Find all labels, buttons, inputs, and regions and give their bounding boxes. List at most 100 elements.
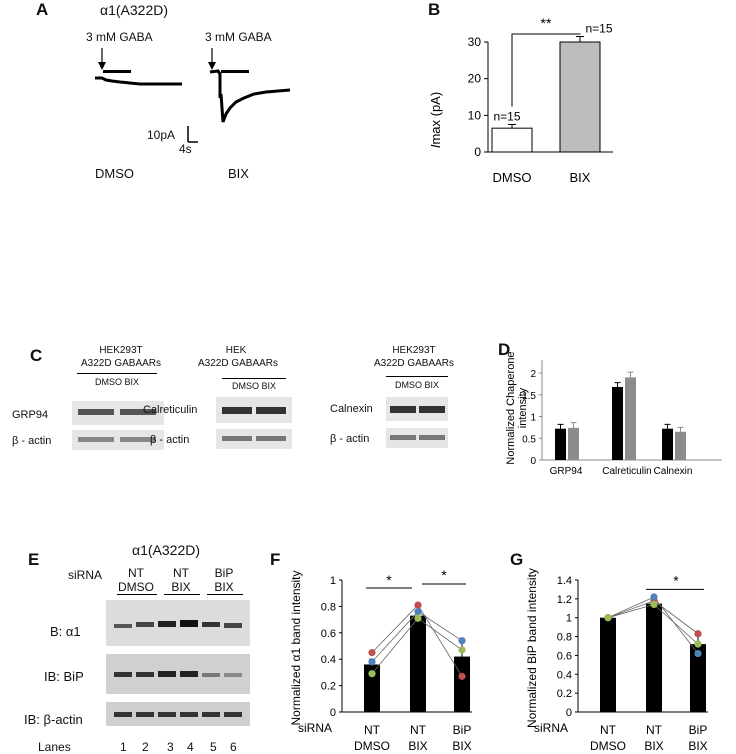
blot2-loading-label: β - actin (150, 434, 190, 446)
chart-d-ylabel-2: intensity (517, 387, 529, 428)
chart-d-bar (675, 431, 686, 460)
chart-g-x-prefix: siRNA (534, 721, 568, 735)
blot2-band-1 (222, 407, 252, 414)
blot2-band-4 (256, 436, 286, 441)
cond-bix-label: BIX (228, 166, 249, 181)
chart-d-bar (568, 427, 579, 460)
blot1-band-1 (78, 409, 114, 415)
chart-b-ytick-label: 30 (468, 35, 482, 49)
chart-f-category-top: BiP (453, 723, 472, 737)
chart-f-ytick-label: 0.2 (321, 681, 336, 693)
blot3-protein-label: Calnexin (330, 403, 373, 415)
panel-g-letter: G (510, 550, 524, 569)
chart-f-sig-star: * (386, 572, 392, 588)
chart-b-ylabel: Imax (pA) (430, 92, 443, 148)
group2-underline (164, 594, 200, 595)
scale-current-label: 10pA (147, 128, 176, 142)
chart-f-data-point (458, 646, 466, 654)
chart-g-ytick-label: 0 (566, 707, 572, 719)
chart-g-ytick-label: 1.4 (557, 575, 572, 587)
chart-g: Normalized BiP band intensity 0 0.2 0.4 0.6 0… (525, 568, 708, 753)
chart-b-bar (491, 127, 533, 153)
blot2-lanes: DMSO BIX (231, 381, 276, 391)
chart-d-category-label: Calreticulin (602, 466, 651, 477)
chart-g-ytick-label: 0.8 (557, 632, 572, 644)
panel-c-letter: C (30, 346, 43, 365)
chart-d-category-label: Calnexin (654, 466, 693, 477)
chart-d-bar (612, 386, 623, 460)
chart-f-bar (410, 615, 426, 712)
chart-f-data-point (368, 649, 376, 657)
chart-f-data-point (414, 614, 422, 622)
blot1-loading-label: β - actin (12, 435, 52, 447)
lane-5: 5 (210, 740, 217, 754)
chart-f-ytick-label: 1 (330, 575, 336, 587)
chart-g-category-bottom: BIX (688, 739, 707, 753)
chart-g-ytick-label: 0.4 (557, 669, 572, 681)
lanes-label: Lanes (38, 740, 71, 754)
blot2-lower-image (216, 429, 292, 449)
blot-e-bands (114, 620, 242, 717)
chart-b: Imax (pA) 0 10 20 30 n=15 DMSO n=15 BIX ** (430, 15, 613, 185)
blot2-protein-label: Calreticulin (143, 404, 198, 416)
blot3-band-1 (390, 406, 416, 413)
panel-b-letter: B (428, 0, 441, 19)
chart-f-ytick-label: 0.4 (321, 654, 336, 666)
blot1-band-2 (120, 409, 156, 415)
chart-b-ytick-label: 10 (468, 108, 482, 122)
panel-e-title: α1(A322D) (132, 542, 201, 558)
lane-6: 6 (230, 740, 237, 754)
group1-bottom: DMSO (118, 580, 154, 594)
chart-f-category-bottom: DMSO (354, 739, 390, 753)
chart-b-ylabel-italic: I (430, 144, 443, 148)
blot3-lanes: DMSO BIX (394, 380, 439, 390)
chart-g-data-point (650, 593, 658, 601)
chart-g-data-point (694, 630, 702, 638)
row-label-actin: IB: β-actin (24, 712, 83, 727)
chart-d-bar (662, 428, 673, 460)
chart-b-ytick-label: 0 (474, 145, 481, 159)
blot1-header-1: HEK293T (99, 345, 143, 356)
blot1-lower-image (72, 430, 164, 450)
chart-g-data-point (650, 600, 658, 609)
chart-d-bar (555, 428, 566, 460)
chart-f-data-point (368, 670, 376, 678)
chart-b-ytick-label: 20 (468, 72, 482, 86)
blot2-divider (222, 378, 286, 379)
panel-f-letter: F (270, 550, 281, 569)
chart-f-ytick-label: 0.8 (321, 601, 336, 613)
chart-f: Normalized α1 band intensity 0 0.2 0.4 0.6 0.… (289, 567, 472, 753)
group3-bottom: BIX (214, 580, 234, 594)
chart-g-category-bottom: BIX (644, 739, 663, 753)
chart-f-data-point (414, 608, 422, 616)
panel-a-letter: A (36, 0, 49, 19)
chart-f-bar (454, 656, 470, 712)
chart-d-ylabel: Normalized Chaperone (505, 351, 517, 464)
chart-d-bar (625, 377, 636, 460)
current-traces (95, 48, 291, 143)
chart-f-data-point (368, 658, 376, 666)
chart-f-category-top: NT (410, 723, 427, 737)
blot3-divider (386, 376, 448, 377)
chart-g-data-point (604, 614, 612, 622)
chart-g-sig-star: * (673, 572, 679, 588)
chart-g-category-bottom: DMSO (590, 739, 626, 753)
chart-b-n-label: n=15 (493, 110, 520, 124)
blot3-loading-label: β - actin (330, 433, 370, 445)
group2-bottom: BIX (171, 580, 191, 594)
gaba-label-bix: 3 mM GABA (205, 30, 272, 44)
blot3-lower-image (386, 428, 448, 448)
lane-2: 2 (142, 740, 149, 754)
chart-d-ytick-label: 0.5 (522, 434, 536, 445)
chart-g-bar (646, 603, 662, 712)
chart-b-ylabel-rest: max (pA) (430, 92, 443, 145)
blot3-header-1: HEK293T (392, 345, 436, 356)
blot3-band-3 (390, 435, 416, 440)
blot1-lanes: DMSO BIX (94, 377, 139, 387)
chart-d-category-label: GRP94 (550, 466, 583, 477)
chart-g-ytick-label: 0.6 (557, 650, 572, 662)
row-label-bip: IB: BiP (44, 669, 84, 684)
chart-d-ytick-label: 0 (530, 456, 536, 467)
chart-f-category-top: NT (364, 723, 381, 737)
chart-f-ylabel: Normalized α1 band intensity (289, 570, 303, 725)
